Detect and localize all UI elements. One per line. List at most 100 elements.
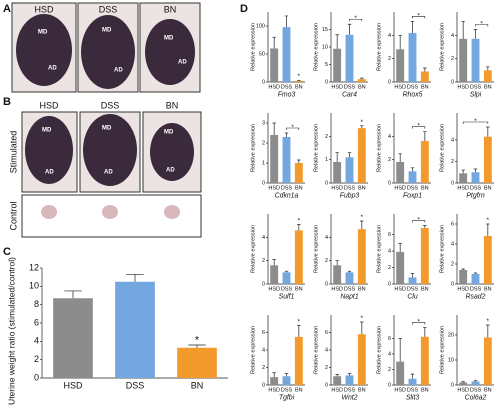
y-axis-label: Relative expression: [313, 23, 319, 71]
panel-label: B: [3, 96, 11, 108]
bar: [177, 347, 217, 378]
y-tick-label: 5: [325, 62, 328, 68]
y-tick-label: 4: [388, 351, 391, 357]
significance-star: *: [361, 119, 364, 126]
x-tick-label: DSS: [344, 84, 356, 90]
bar: [282, 137, 291, 183]
x-tick-label: HSD: [394, 286, 406, 292]
x-tick-label: HSD: [457, 185, 469, 191]
bar: [270, 48, 279, 82]
error-bar: [360, 125, 364, 129]
error-bar: [284, 373, 289, 377]
x-tick-label: DSS: [281, 185, 293, 191]
error-bar: [423, 67, 427, 72]
bar: [333, 265, 342, 284]
gene-name: Foxp1: [403, 192, 422, 199]
y-tick-label: 6: [325, 330, 328, 336]
gene-name: Tgfbi: [279, 394, 295, 401]
significance-bracket: [412, 220, 426, 223]
row-label: Control: [8, 201, 18, 230]
gene-name: Rsad2: [466, 293, 486, 300]
x-tick-label: DSS: [470, 286, 482, 292]
y-tick-label: 2: [388, 56, 391, 62]
y-tick-label: 2: [451, 261, 454, 267]
y-tick-label: 0: [262, 281, 265, 287]
error-bar: [284, 270, 289, 273]
y-tick-label: 4: [451, 137, 454, 143]
x-tick-label: BN: [358, 84, 366, 90]
y-tick-label: 0: [451, 382, 454, 388]
significance-star: *: [474, 118, 477, 125]
bar: [270, 265, 279, 284]
y-tick-label: 2: [34, 354, 39, 364]
gene-name: Rhox5: [403, 91, 423, 98]
significance-bracket: [412, 126, 426, 129]
y-tick-label: 0: [451, 79, 454, 85]
bar: [396, 361, 405, 385]
gene-name: Slit3: [406, 394, 420, 401]
y-axis-label: Relative expression: [313, 225, 319, 273]
y-tick-label: 6: [451, 221, 454, 227]
y-tick-label: 8: [34, 299, 39, 309]
significance-star: *: [417, 123, 420, 130]
region-label: AD: [48, 66, 57, 72]
gene-name: Slpi: [470, 91, 482, 98]
y-tick-label: 2: [325, 134, 328, 140]
y-tick-label: 100: [256, 23, 265, 29]
error-bar: [473, 168, 478, 173]
panel-b-images: [21, 111, 202, 238]
error-bar: [64, 290, 82, 299]
panel-label: D: [240, 3, 248, 15]
error-bar: [423, 327, 427, 337]
control-uterus: [41, 205, 57, 219]
significance-star: *: [298, 217, 301, 224]
error-bar: [410, 373, 415, 379]
uterus: [150, 123, 194, 181]
x-tick-label: HSD: [394, 387, 406, 393]
x-tick-label: HSD: [394, 84, 406, 90]
x-tick-label: BN: [421, 286, 429, 292]
error-bar: [272, 372, 276, 378]
y-axis-label: Relative expression: [313, 326, 319, 374]
bar: [333, 162, 342, 183]
y-tick-label: 2: [325, 365, 328, 371]
error-bar: [347, 152, 352, 158]
significance-star: *: [298, 73, 301, 80]
y-tick-label: 10: [448, 357, 454, 363]
region-label: AD: [104, 170, 113, 176]
error-bar: [486, 66, 490, 71]
y-axis-label: Relative expression: [250, 23, 256, 71]
error-bar: [335, 374, 339, 377]
gene-name: Cdkn1a: [275, 192, 299, 199]
y-tick-label: 0: [388, 79, 391, 85]
x-tick-label: BN: [484, 387, 492, 393]
significance-bracket: [462, 121, 489, 124]
y-tick-label: 2: [325, 258, 328, 264]
y-tick-label: 0: [388, 281, 391, 287]
y-tick-label: 2: [388, 367, 391, 373]
error-bar: [473, 272, 478, 274]
significance-star: *: [361, 315, 364, 322]
y-axis-label: Relative expression: [376, 23, 382, 71]
bar: [420, 228, 429, 284]
bar: [270, 135, 279, 183]
region-label: MD: [42, 128, 52, 134]
x-tick-label: DSS: [281, 387, 293, 393]
x-tick-label: BN: [421, 185, 429, 191]
significance-bracket: [349, 18, 363, 22]
y-tick-label: 50: [259, 51, 265, 57]
bar: [420, 336, 429, 385]
significance-star: *: [487, 318, 490, 325]
error-bar: [335, 152, 339, 162]
bar: [282, 376, 291, 385]
x-tick-label: BN: [295, 286, 303, 292]
bar: [396, 251, 405, 284]
control-uterus: [102, 205, 118, 219]
y-tick-label: 1: [262, 160, 265, 166]
x-tick-label: DSS: [281, 286, 293, 292]
y-tick-label: 1: [325, 157, 328, 163]
y-axis-label: Relative expression: [376, 225, 382, 273]
x-tick-label: BN: [484, 286, 492, 292]
x-tick-label: BN: [484, 84, 492, 90]
bar: [282, 272, 291, 284]
